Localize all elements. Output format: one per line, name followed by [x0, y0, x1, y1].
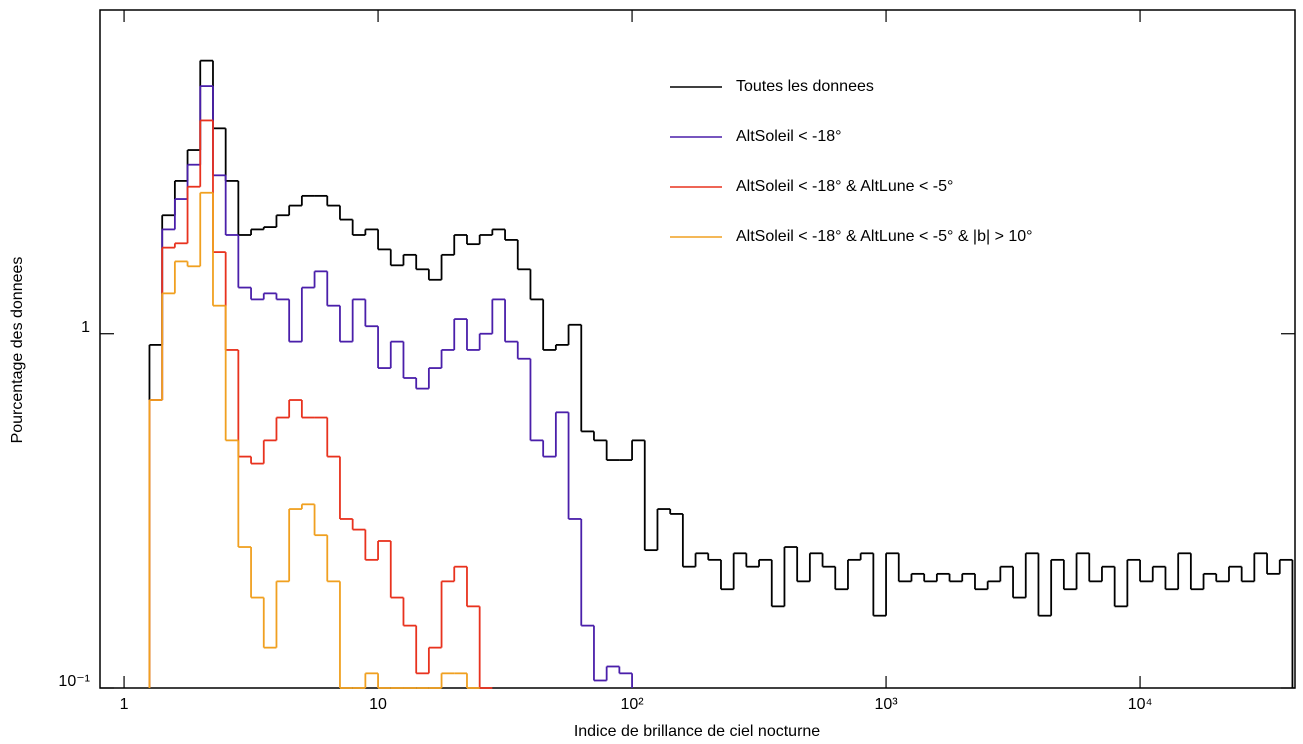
x-tick-label: 10⁴: [1128, 696, 1153, 713]
y-tick-label: 1: [81, 319, 90, 336]
y-axis-label: Pourcentage des donnees: [9, 257, 26, 444]
legend-label: Toutes les donnees: [736, 78, 874, 95]
x-axis-label: Indice de brillance de ciel nocturne: [574, 723, 820, 740]
x-tick-label: 1: [120, 696, 129, 713]
legend-label: AltSoleil < -18° & AltLune < -5° & |b| >…: [736, 228, 1033, 245]
x-tick-label: 10²: [620, 696, 644, 713]
legend-label: AltSoleil < -18°: [736, 128, 842, 145]
x-tick-label: 10: [369, 696, 387, 713]
plot-frame: [99, 9, 1296, 689]
y-tick-label: 10⁻¹: [58, 673, 90, 690]
x-tick-label: 10³: [874, 696, 898, 713]
legend-label: AltSoleil < -18° & AltLune < -5°: [736, 178, 953, 195]
